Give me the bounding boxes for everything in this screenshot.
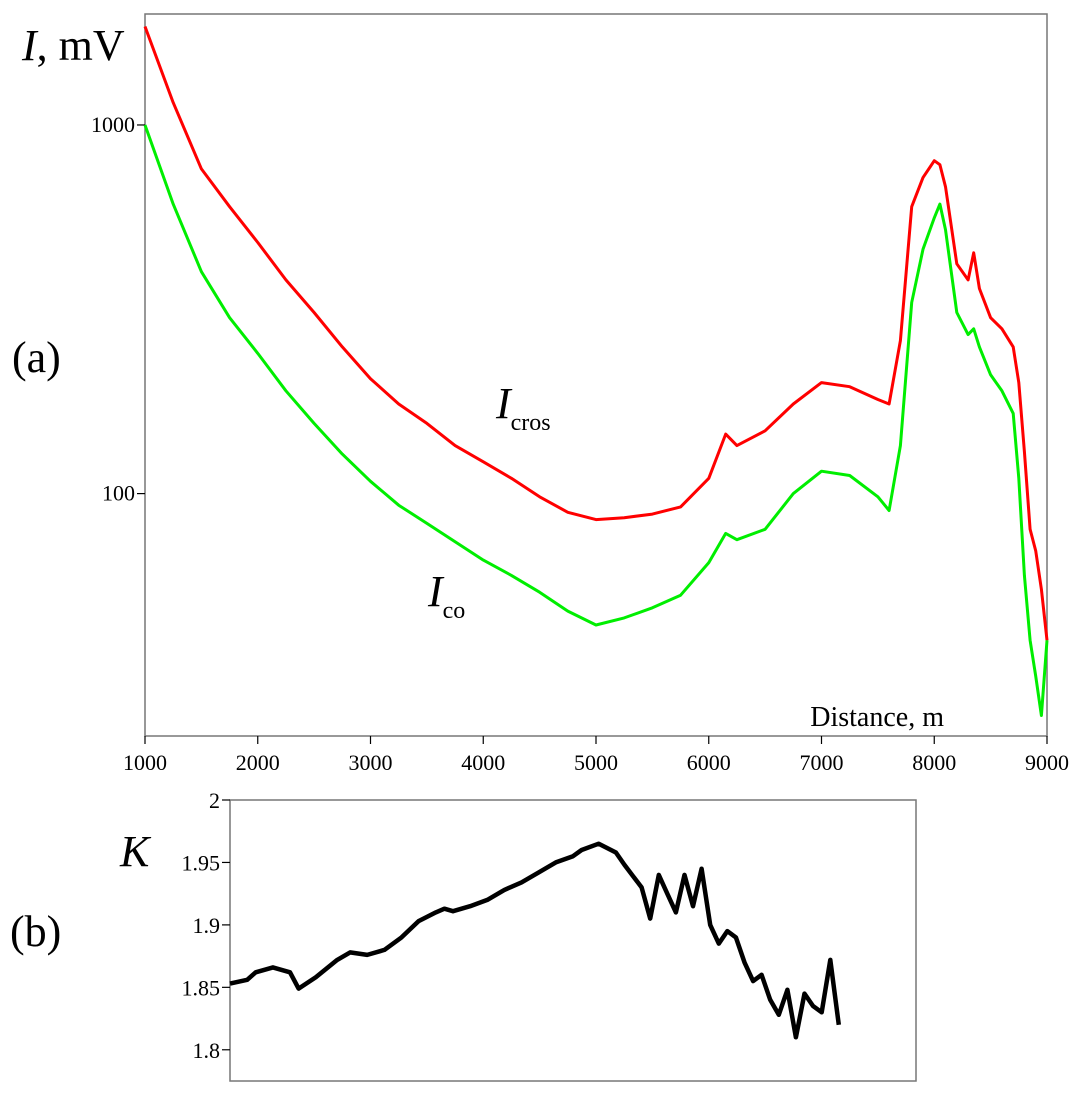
panel-a-ylabel-unit: , mV	[37, 21, 125, 70]
panel-a-x-ticks: 1000 2000 3000 4000 5000 6000 7000 8000 9000	[123, 736, 1069, 775]
x-tick-label: 7000	[800, 750, 844, 775]
x-tick-label: 1000	[123, 750, 167, 775]
series-label-cros-main: I	[495, 379, 513, 428]
panel-a-frame	[144, 13, 1048, 737]
panel-b-series	[229, 841, 842, 1040]
x-tick-label: 6000	[687, 750, 731, 775]
series-label-co: Ico	[427, 567, 465, 624]
panel-b-frame	[229, 799, 917, 1082]
panel-a-series	[143, 25, 1049, 717]
series-line-co	[143, 124, 1049, 717]
x-tick-label: 5000	[574, 750, 618, 775]
series-label-cros-sub: cros	[511, 410, 551, 436]
series-label-co-main: I	[427, 567, 445, 616]
y-tick-label: 1.9	[193, 913, 221, 938]
x-tick-label: 2000	[236, 750, 280, 775]
series-line-k	[229, 841, 842, 1040]
panel-a-ylabel-var: I	[21, 21, 39, 70]
y-tick-label: 100	[102, 481, 135, 506]
y-tick-label: 1.95	[182, 850, 221, 875]
panel-a-label: (a)	[12, 333, 61, 382]
y-tick-label: 1.8	[193, 1038, 221, 1063]
panel-b-ylabel: K	[119, 827, 152, 876]
panel-a-ylabel: I, mV	[21, 21, 125, 70]
panel-a-y-ticks: 100 1000	[91, 112, 145, 506]
panel-b-y-ticks: 1.8 1.85 1.9 1.95 2	[182, 788, 230, 1063]
y-tick-label: 1.85	[182, 975, 221, 1000]
x-tick-label: 8000	[912, 750, 956, 775]
x-tick-label: 9000	[1025, 750, 1069, 775]
panel-b: (b) K 1.8 1.85 1.9 1.95 2	[10, 788, 917, 1082]
y-tick-label: 2	[209, 788, 220, 813]
panel-a-xlabel: Distance, m	[810, 702, 944, 733]
series-line-cros	[143, 25, 1049, 641]
y-tick-label: 1000	[91, 112, 135, 137]
panel-b-label: (b)	[10, 907, 61, 956]
x-tick-label: 3000	[349, 750, 393, 775]
series-label-cros: Icros	[495, 379, 551, 436]
series-label-co-sub: co	[443, 598, 466, 624]
x-tick-label: 4000	[461, 750, 505, 775]
